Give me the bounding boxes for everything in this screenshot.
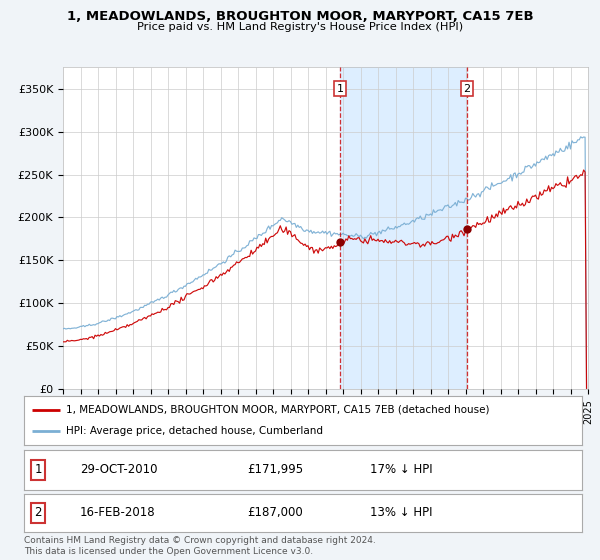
Text: 17% ↓ HPI: 17% ↓ HPI	[370, 463, 433, 477]
Text: 1, MEADOWLANDS, BROUGHTON MOOR, MARYPORT, CA15 7EB (detached house): 1, MEADOWLANDS, BROUGHTON MOOR, MARYPORT…	[66, 405, 490, 415]
Text: 2: 2	[463, 83, 470, 94]
Text: 1, MEADOWLANDS, BROUGHTON MOOR, MARYPORT, CA15 7EB: 1, MEADOWLANDS, BROUGHTON MOOR, MARYPORT…	[67, 10, 533, 23]
Text: 1: 1	[34, 463, 42, 477]
Text: 2: 2	[34, 506, 42, 520]
Text: HPI: Average price, detached house, Cumberland: HPI: Average price, detached house, Cumb…	[66, 426, 323, 436]
Text: £187,000: £187,000	[247, 506, 303, 520]
Text: Contains HM Land Registry data © Crown copyright and database right 2024.
This d: Contains HM Land Registry data © Crown c…	[24, 536, 376, 556]
Text: £171,995: £171,995	[247, 463, 304, 477]
Text: Price paid vs. HM Land Registry's House Price Index (HPI): Price paid vs. HM Land Registry's House …	[137, 22, 463, 32]
Text: 13% ↓ HPI: 13% ↓ HPI	[370, 506, 433, 520]
Text: 1: 1	[337, 83, 344, 94]
Text: 29-OCT-2010: 29-OCT-2010	[80, 463, 157, 477]
Text: 16-FEB-2018: 16-FEB-2018	[80, 506, 155, 520]
Bar	[340, 67, 467, 389]
